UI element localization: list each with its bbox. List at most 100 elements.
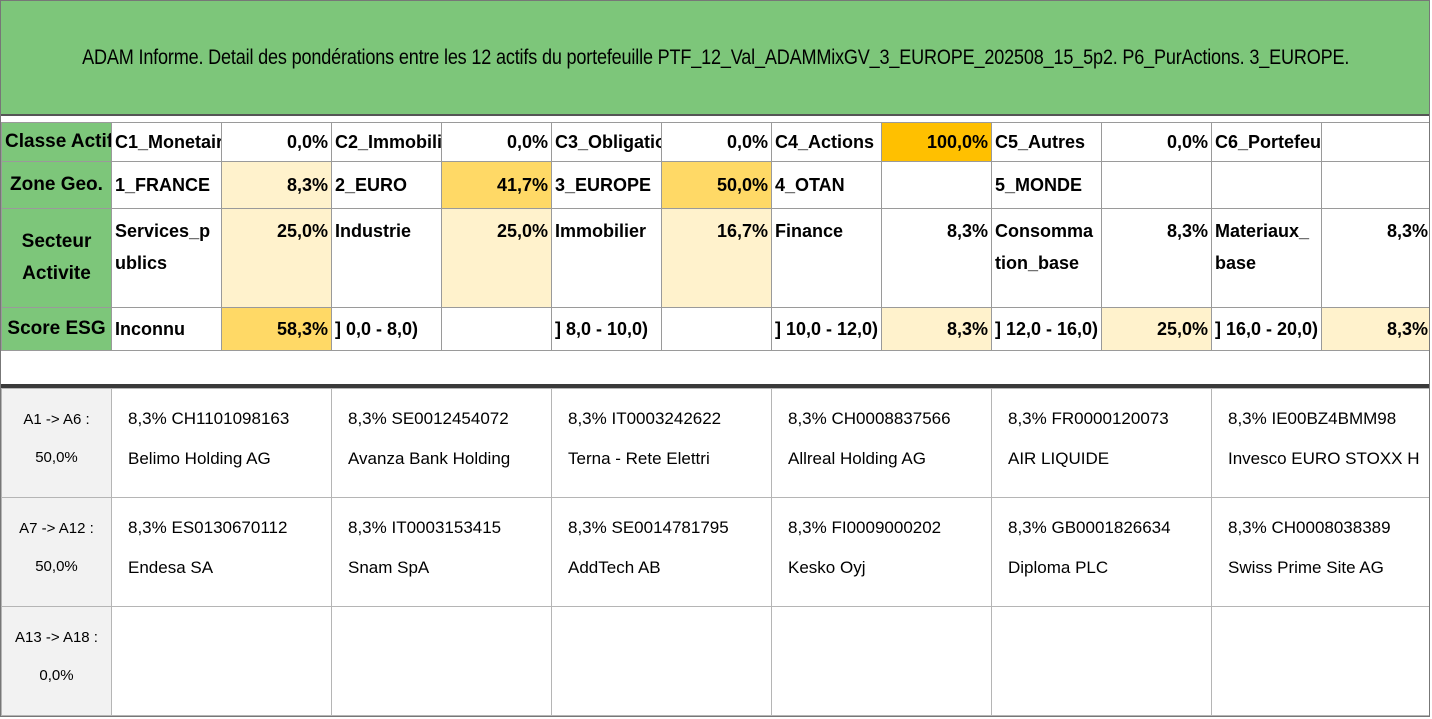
asset-cell: 8,3% SE0014781795 AddTech AB [551,497,772,607]
asset-group-total: 0,0% [39,667,74,684]
asset-cell-empty [991,606,1212,716]
asset-cell: 8,3% IE00BZ4BMM98 Invesco EURO STOXX H [1211,388,1429,498]
asset-group-header: A13 -> A18 : 0,0% [1,606,112,716]
param-value: 8,3% [1101,208,1212,308]
asset-weight: 8,3% [568,518,607,537]
param-header: Zone Geo. [1,161,112,209]
asset-cell: 8,3% IT0003242622 Terna - Rete Elettri [551,388,772,498]
param-header: Secteur Activite [1,208,112,308]
asset-cell-empty [331,606,552,716]
param-value: 25,0% [221,208,332,308]
param-value: 8,3% [1321,208,1429,308]
param-label: C3_Obligations [551,122,662,162]
asset-name: Invesco EURO STOXX H [1228,449,1420,468]
report-title: ADAM Informe. Detail des pondérations en… [82,45,1350,69]
param-label: 1_FRANCE [111,161,222,209]
asset-weight: 8,3% [348,409,387,428]
param-value: 8,3% [1321,307,1429,351]
asset-name: Diploma PLC [1008,558,1109,577]
param-label: ] 0,0 - 8,0) [331,307,442,351]
param-value: 8,3% [881,307,992,351]
param-header: Score ESG [1,307,112,351]
asset-weight: 8,3% [128,518,167,537]
param-value: 100,0% [881,122,992,162]
param-value: 16,7% [661,208,772,308]
asset-cell-empty [551,606,772,716]
asset-isin: IE00BZ4BMM98 [1271,409,1397,428]
asset-weight: 8,3% [1008,409,1047,428]
param-value: 25,0% [441,208,552,308]
asset-name: Allreal Holding AG [788,449,926,468]
asset-group-total: 50,0% [35,558,78,575]
asset-group-header: A7 -> A12 : 50,0% [1,497,112,607]
asset-isin: ES0130670112 [171,518,288,537]
param-label: Consommation_base [991,208,1102,308]
asset-isin: FR0000120073 [1051,409,1169,428]
param-label: 5_MONDE [991,161,1102,209]
param-row-score-esg: Score ESG Inconnu 58,3% ] 0,0 - 8,0) ] 8… [1,307,1429,351]
param-label: Industrie [331,208,442,308]
asset-cell: 8,3% GB0001826634 Diploma PLC [991,497,1212,607]
param-label: ] 8,0 - 10,0) [551,307,662,351]
asset-weight: 8,3% [568,409,607,428]
param-value: 0,0% [441,122,552,162]
param-label: ] 10,0 - 12,0) [771,307,882,351]
asset-isin: CH0008038389 [1271,518,1391,537]
param-label: Services_publics [111,208,222,308]
param-value: 50,0% [661,161,772,209]
param-value [1321,122,1429,162]
param-value: 0,0% [221,122,332,162]
asset-weight: 8,3% [348,518,387,537]
asset-group-range: A7 -> A12 : [19,520,94,537]
asset-isin: CH1101098163 [171,409,290,428]
asset-isin: GB0001826634 [1051,518,1171,537]
asset-cell: 8,3% FI0009000202 Kesko Oyj [771,497,992,607]
param-label: Inconnu [111,307,222,351]
param-row-classe-actif: Classe Actif C1_Monetaire 0,0% C2_Immobi… [1,122,1429,162]
param-label: C4_Actions [771,122,882,162]
asset-cell: 8,3% CH1101098163 Belimo Holding AG [111,388,332,498]
param-value [441,307,552,351]
param-header: Classe Actif [1,122,112,162]
asset-row-a13-a18: A13 -> A18 : 0,0% [1,606,1429,716]
asset-name: Snam SpA [348,558,430,577]
asset-group-range: A13 -> A18 : [15,629,98,646]
param-label: C1_Monetaire [111,122,222,162]
param-value [1101,161,1212,209]
asset-cell-empty [1211,606,1429,716]
param-value: 58,3% [221,307,332,351]
param-label: Materiaux_base [1211,208,1322,308]
param-label: C2_Immobilier [331,122,442,162]
param-label: C6_Portefeuill [1211,122,1322,162]
param-label: C5_Autres [991,122,1102,162]
asset-name: Swiss Prime Site AG [1228,558,1384,577]
param-label: ] 12,0 - 16,0) [991,307,1102,351]
param-value: 25,0% [1101,307,1212,351]
asset-cell: 8,3% FR0000120073 AIR LIQUIDE [991,388,1212,498]
asset-name: Avanza Bank Holding [348,449,511,468]
param-value [1321,161,1429,209]
asset-weight: 8,3% [788,518,827,537]
param-label: Finance [771,208,882,308]
asset-weight: 8,3% [1228,518,1267,537]
asset-name: AIR LIQUIDE [1008,449,1110,468]
param-value [661,307,772,351]
asset-cell: 8,3% SE0012454072 Avanza Bank Holding [331,388,552,498]
asset-group-range: A1 -> A6 : [23,411,90,428]
asset-name: Terna - Rete Elettri [568,449,710,468]
asset-cell: 8,3% CH0008038389 Swiss Prime Site AG [1211,497,1429,607]
asset-cell-empty [771,606,992,716]
param-label: 4_OTAN [771,161,882,209]
param-value [881,161,992,209]
asset-isin: IT0003153415 [391,518,502,537]
asset-isin: SE0012454072 [391,409,509,428]
asset-weight: 8,3% [1008,518,1047,537]
asset-name: Belimo Holding AG [128,449,271,468]
assets-table: A1 -> A6 : 50,0% 8,3% CH1101098163 Belim… [1,388,1429,716]
asset-cell: 8,3% CH0008837566 Allreal Holding AG [771,388,992,498]
param-value: 0,0% [661,122,772,162]
asset-weight: 8,3% [1228,409,1267,428]
asset-cell: 8,3% ES0130670112 Endesa SA [111,497,332,607]
asset-isin: SE0014781795 [611,518,729,537]
asset-isin: FI0009000202 [831,518,942,537]
